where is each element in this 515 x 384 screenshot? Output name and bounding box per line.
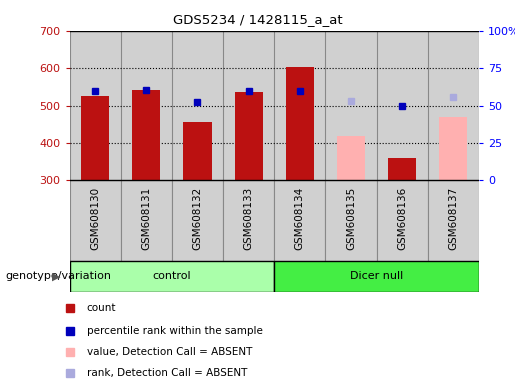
Bar <box>183 122 212 180</box>
Bar <box>286 67 314 180</box>
Text: value, Detection Call = ABSENT: value, Detection Call = ABSENT <box>87 347 252 357</box>
Bar <box>70 261 274 292</box>
Bar <box>325 31 376 180</box>
Bar <box>223 31 274 180</box>
Bar <box>325 180 376 261</box>
Text: GSM608136: GSM608136 <box>397 187 407 250</box>
Text: GSM608135: GSM608135 <box>346 187 356 250</box>
Bar <box>337 136 365 180</box>
Text: GSM608134: GSM608134 <box>295 187 305 250</box>
Text: GSM608131: GSM608131 <box>141 187 151 250</box>
Bar <box>274 180 325 261</box>
Bar <box>132 89 160 180</box>
Text: ▶: ▶ <box>53 271 61 281</box>
Bar <box>70 180 121 261</box>
Text: GSM608132: GSM608132 <box>193 187 202 250</box>
Text: GSM608133: GSM608133 <box>244 187 254 250</box>
Bar <box>274 31 325 180</box>
Text: GSM608137: GSM608137 <box>449 187 458 250</box>
Text: rank, Detection Call = ABSENT: rank, Detection Call = ABSENT <box>87 368 247 378</box>
Text: genotype/variation: genotype/variation <box>5 271 111 281</box>
Bar <box>172 31 223 180</box>
Bar <box>70 31 121 180</box>
Text: control: control <box>152 271 191 281</box>
Text: GDS5234 / 1428115_a_at: GDS5234 / 1428115_a_at <box>173 13 342 26</box>
Bar <box>223 180 274 261</box>
Bar <box>121 31 172 180</box>
Bar <box>172 180 223 261</box>
Bar <box>234 93 263 180</box>
Text: Dicer null: Dicer null <box>350 271 403 281</box>
Bar <box>121 180 172 261</box>
Bar <box>274 261 479 292</box>
Text: count: count <box>87 303 116 313</box>
Text: GSM608130: GSM608130 <box>90 187 100 250</box>
Bar <box>439 117 468 180</box>
Bar <box>376 31 428 180</box>
Bar <box>428 31 479 180</box>
Bar <box>428 180 479 261</box>
Text: percentile rank within the sample: percentile rank within the sample <box>87 326 262 336</box>
Bar <box>376 180 428 261</box>
Bar <box>388 158 416 180</box>
Bar <box>81 96 109 180</box>
